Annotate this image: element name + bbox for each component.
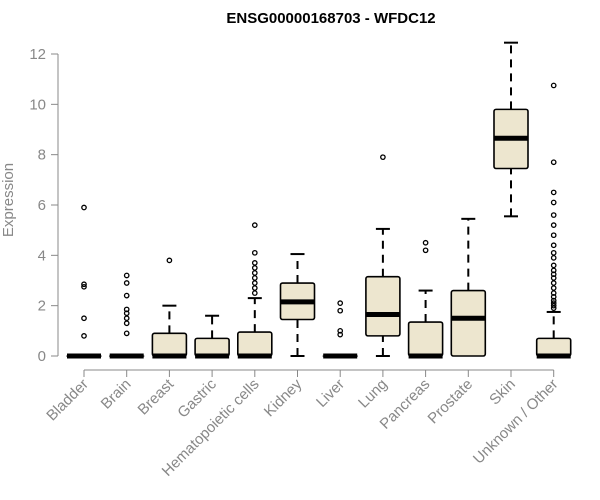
outlier-point (550, 82, 557, 89)
y-tick-label: 8 (38, 147, 46, 164)
box-body (450, 289, 487, 357)
outlier-point (81, 315, 87, 322)
box-body (194, 337, 230, 357)
outlier-point (81, 283, 87, 290)
outlier-point (550, 159, 557, 166)
y-tick-label: 4 (38, 247, 46, 264)
outlier-point (251, 280, 258, 286)
y-tick-label: 2 (38, 298, 46, 315)
outlier-point (123, 320, 130, 327)
box-pancreas (407, 239, 444, 359)
box-brain (108, 272, 145, 359)
box-liver (322, 300, 359, 359)
box-hematopoietic-cells (237, 222, 273, 359)
y-axis-label: Expression (0, 163, 17, 237)
y-tick-label: 6 (38, 197, 46, 214)
outlier-point (123, 330, 130, 337)
outlier-point (337, 307, 344, 314)
outlier-point (380, 154, 386, 161)
outlier-point (81, 281, 87, 288)
outlier-point (550, 249, 557, 256)
outlier-point (550, 212, 557, 218)
outlier-point (123, 280, 130, 286)
outlier-point (550, 280, 557, 286)
outlier-point (422, 247, 429, 254)
box-breast (151, 257, 188, 359)
x-tick-label: Prostate (425, 376, 477, 428)
x-tick-label: Kidney (261, 375, 306, 420)
outlier-point (81, 333, 87, 339)
x-tick-label: Lung (355, 376, 391, 412)
outlier-point (422, 239, 429, 246)
box-gastric (194, 314, 230, 359)
box-body (151, 332, 188, 357)
outlier-point (251, 270, 258, 276)
outlier-point (337, 327, 344, 334)
outlier-point (81, 204, 87, 211)
x-tick-label: Skin (486, 376, 519, 409)
outlier-point (550, 255, 557, 261)
outlier-point (123, 315, 130, 322)
outlier-point (550, 285, 557, 291)
box-body (237, 331, 273, 357)
box-skin (493, 41, 529, 218)
outlier-point (337, 300, 344, 306)
boxes-group (66, 41, 572, 359)
outlier-point (251, 249, 258, 256)
outlier-point (251, 265, 258, 271)
outlier-point (123, 272, 130, 279)
box-body (407, 321, 444, 357)
outlier-point (550, 242, 557, 249)
outlier-point (550, 300, 557, 306)
outlier-point (251, 260, 258, 266)
y-tick-label: 12 (29, 46, 46, 63)
x-tick-label: Liver (313, 376, 348, 411)
outlier-point (550, 189, 557, 196)
outlier-point (251, 275, 258, 281)
outlier-point (550, 232, 557, 239)
box-kidney (279, 253, 316, 357)
outlier-point (550, 199, 557, 206)
box-body (365, 275, 401, 337)
outlier-point (251, 285, 258, 291)
outlier-point (166, 257, 173, 264)
y-tick-label: 10 (29, 96, 46, 113)
outlier-point (251, 290, 258, 296)
chart-title: ENSG00000168703 - WFDC12 (226, 10, 435, 27)
box-body (535, 337, 572, 357)
box-unknown-other (535, 82, 572, 359)
outlier-point (123, 292, 130, 299)
y-axis: 0 2 4 6 8 10 12 (29, 46, 59, 365)
outlier-point (550, 262, 557, 269)
box-bladder (66, 204, 102, 359)
x-tick-label: Breast (135, 375, 178, 418)
outlier-point (251, 222, 258, 228)
x-tick-label: Brain (98, 376, 135, 413)
y-tick-label: 0 (38, 348, 46, 365)
outlier-point (123, 306, 130, 313)
box-lung (365, 154, 401, 357)
box-prostate (450, 217, 487, 357)
x-tick-label: Bladder (43, 376, 92, 425)
outlier-point (550, 222, 557, 228)
